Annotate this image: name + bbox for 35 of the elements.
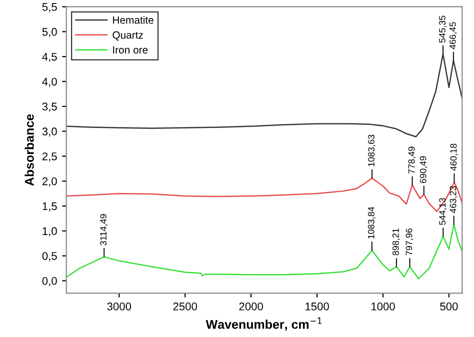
annotation: 544,13	[439, 198, 447, 225]
annotation: 690,49	[420, 156, 428, 183]
annotation: 1083,84	[368, 206, 376, 239]
y-tick-label: 3,0	[42, 128, 57, 137]
y-tick-label: 0,0	[42, 277, 57, 286]
annotation: 466,45	[449, 22, 457, 50]
y-tick-label: 1,0	[42, 227, 57, 236]
y-tick-label: 5,0	[42, 28, 57, 38]
annotation: 1083,63	[368, 134, 376, 166]
x-tick-label: 500	[440, 302, 458, 310]
legend-label: Hematite	[113, 16, 154, 24]
y-tick-label: 2,5	[42, 152, 57, 162]
y-tick-label: 1,5	[42, 202, 57, 212]
annotation: 460,18	[450, 144, 458, 171]
y-tick-label: 0,5	[42, 252, 57, 262]
x-tick-label: 1000	[371, 302, 395, 310]
y-tick-label: 3,5	[42, 102, 57, 112]
legend-label: Quartz	[112, 31, 143, 41]
y-tick-label: 4,0	[42, 78, 57, 87]
x-tick-label: 2500	[173, 302, 198, 310]
annotation: 545,35	[439, 16, 447, 43]
annotation: 797,96	[406, 228, 414, 256]
legend-label: Iron ore	[113, 46, 148, 54]
y-tick-label: 4,5	[42, 52, 57, 62]
y-tick-label: 2,0	[42, 177, 57, 187]
x-tick-label: 3000	[107, 302, 132, 310]
x-tick-label: 1500	[306, 302, 329, 310]
annotation: 3114,49	[100, 214, 108, 246]
annotation: 778,49	[408, 146, 416, 174]
x-axis-title: Wavenumber, cm$^{−1}$	[206, 318, 322, 331]
y-axis-title: Absorbance	[24, 114, 34, 186]
x-tick-label: 2000	[239, 302, 263, 310]
y-tick-label: 5,5	[42, 3, 57, 12]
annotation: 463,23	[450, 186, 458, 214]
annotation: 898,21	[392, 228, 400, 256]
